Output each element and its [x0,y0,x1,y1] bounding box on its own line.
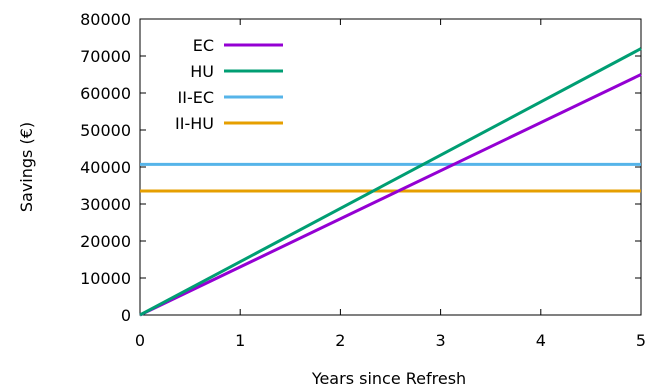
x-tick-label: 3 [436,331,446,350]
y-tick-label: 10000 [80,269,131,288]
series-line-ec [139,73,642,317]
y-tick-label: 0 [121,306,131,325]
y-tick-label: 20000 [80,232,131,251]
y-tick-label: 60000 [80,84,131,103]
legend-label: II-HU [175,114,214,133]
x-tick-label: 1 [235,331,245,350]
y-axis-label: Savings (€) [17,122,36,212]
y-tick-label: 80000 [80,10,131,29]
x-tick-label: 0 [135,331,145,350]
legend-label: HU [190,62,214,81]
y-tick-label: 70000 [80,47,131,66]
axes: 0 10000 20000 30000 40000 50000 60000 70000 8000… [80,10,646,350]
legend: EC HU II-EC II-HU [175,36,283,133]
legend-label: EC [193,36,214,55]
y-tick-label: 40000 [80,158,131,177]
x-axis-label: Years since Refresh [311,369,466,388]
x-tick-label: 4 [536,331,546,350]
legend-label: II-EC [178,88,215,107]
x-tick-label: 2 [335,331,345,350]
plot-frame [139,18,642,316]
plot-series [139,47,642,317]
series-line-hu [139,47,642,317]
y-tick-label: 30000 [80,195,131,214]
x-tick-label: 5 [636,331,646,350]
y-tick-label: 50000 [80,121,131,140]
